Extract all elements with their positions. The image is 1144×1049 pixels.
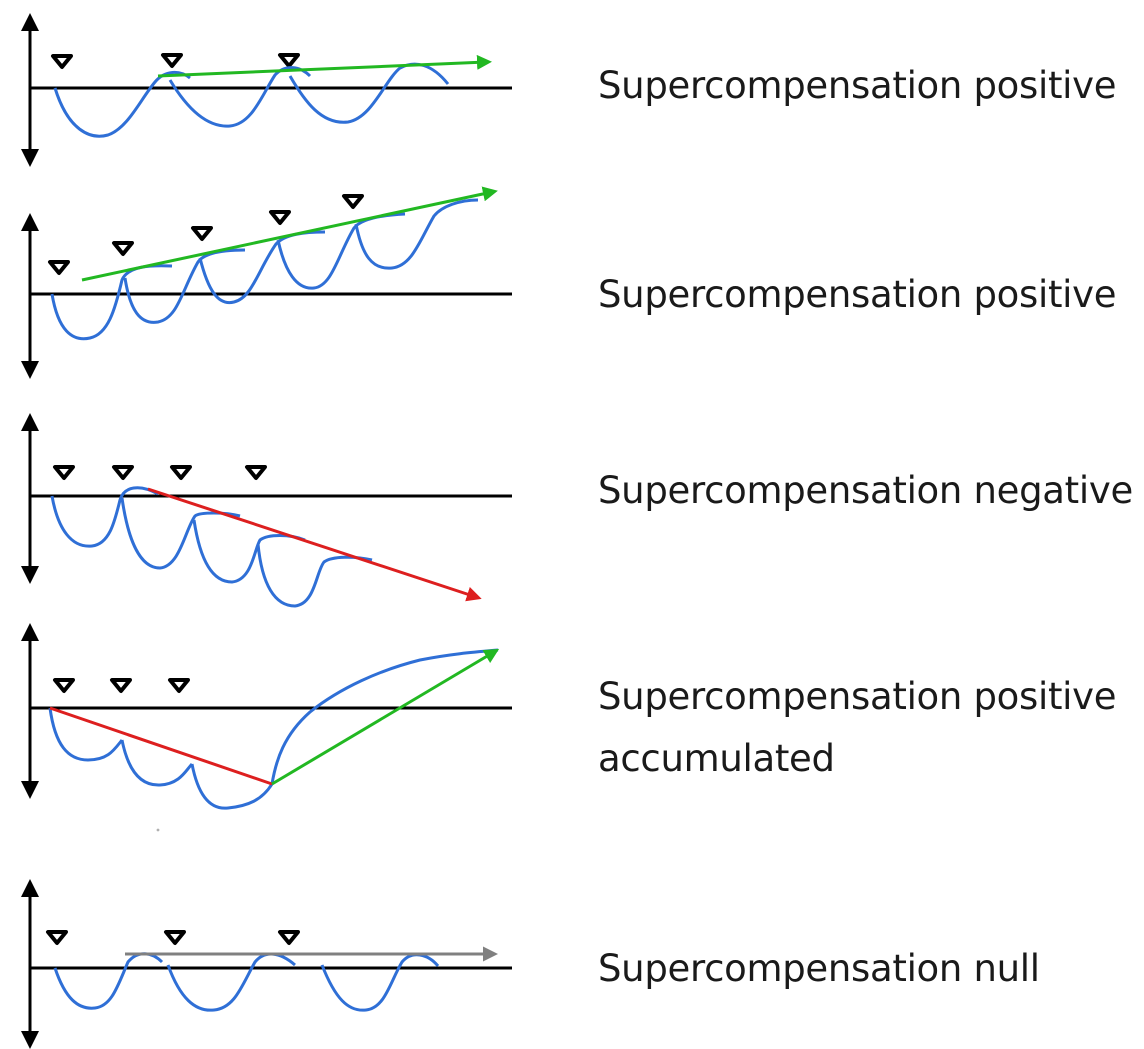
- trend-arrow-positive: [81, 186, 498, 282]
- panel-1-caption: Supercompensation positive: [598, 64, 1117, 107]
- trend-arrow-positive: [271, 648, 500, 786]
- panel-3-caption: Supercompensation negative: [598, 469, 1133, 512]
- training-session-triangle-icon: [191, 226, 213, 241]
- training-session-triangle-icon: [278, 53, 300, 68]
- training-markers: [51, 53, 300, 69]
- training-session-triangle-icon: [53, 678, 75, 693]
- panel-5-caption: Supercompensation null: [598, 947, 1040, 990]
- training-session-triangle-icon: [110, 678, 132, 693]
- panel-5: [21, 879, 512, 1049]
- training-session-triangle-icon: [53, 465, 75, 480]
- fatigue-trend-line: [49, 706, 273, 786]
- training-markers: [53, 465, 267, 480]
- training-session-triangle-icon: [161, 53, 183, 68]
- training-session-triangle-icon: [112, 465, 134, 480]
- training-session-triangle-icon: [168, 678, 190, 693]
- panel-4-caption-line2: accumulated: [598, 737, 835, 780]
- panel-1: [21, 13, 512, 167]
- trend-arrow-positive: [157, 54, 492, 78]
- training-session-triangle-icon: [278, 930, 300, 945]
- training-session-triangle-icon: [164, 930, 186, 945]
- fatigue-recovery-curve: [48, 648, 499, 810]
- panel-4-caption: Supercompensation positive accumulated: [598, 666, 1117, 790]
- fatigue-recovery-curve: [50, 486, 373, 608]
- panel-4-caption-line1: Supercompensation positive: [598, 675, 1117, 718]
- panel-2: [21, 186, 512, 379]
- training-session-triangle-icon: [342, 194, 364, 209]
- training-session-triangle-icon: [51, 54, 73, 69]
- fatigue-recovery-curve: [50, 198, 479, 341]
- training-session-triangle-icon: [48, 260, 70, 275]
- panel-3: [21, 413, 512, 608]
- training-session-triangle-icon: [269, 210, 291, 225]
- scan-dot: [156, 828, 160, 832]
- training-markers: [48, 194, 364, 275]
- training-markers: [53, 678, 190, 693]
- training-session-triangle-icon: [245, 465, 267, 480]
- training-session-triangle-icon: [112, 241, 134, 256]
- training-session-triangle-icon: [46, 930, 68, 945]
- fatigue-recovery-curve: [53, 62, 450, 138]
- training-session-triangle-icon: [170, 465, 192, 480]
- panel-2-caption: Supercompensation positive: [598, 273, 1117, 316]
- training-markers: [46, 930, 300, 945]
- trend-arrow-negative: [147, 487, 482, 602]
- fatigue-recovery-curve: [53, 952, 440, 1012]
- panel-4: [21, 623, 512, 832]
